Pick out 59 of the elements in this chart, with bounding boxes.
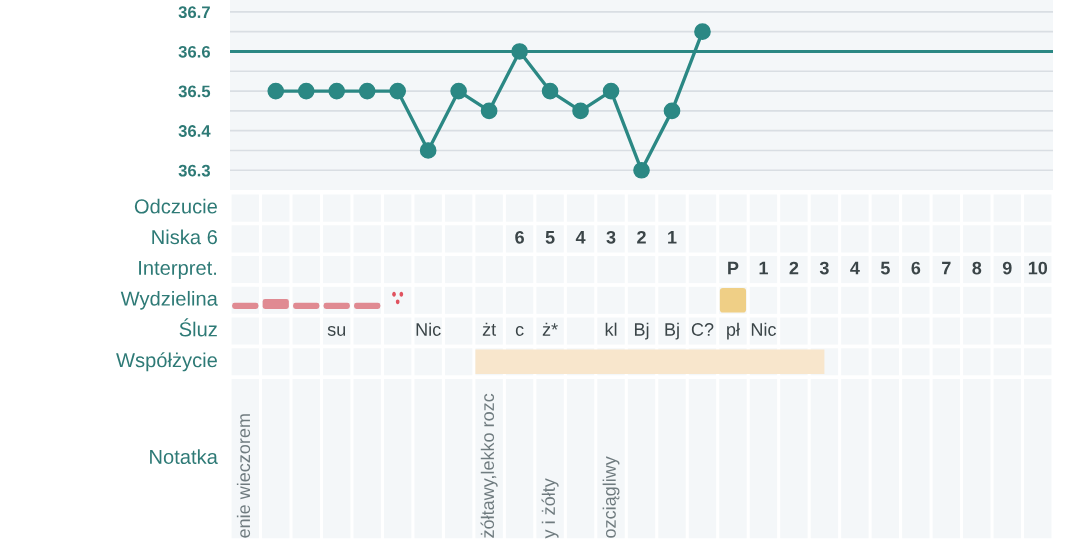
- point: [572, 102, 589, 120]
- text: ozciągliwy: [602, 456, 620, 538]
- text: 5: [880, 261, 890, 275]
- text: 3: [819, 261, 829, 275]
- text: C?: [691, 323, 714, 336]
- y-tick-label: 36.6: [178, 45, 210, 58]
- text: 4: [850, 261, 860, 275]
- y-tick-label: Odczucie: [134, 198, 217, 214]
- point: [450, 82, 467, 100]
- text: 6: [911, 261, 921, 275]
- text: c: [515, 326, 524, 336]
- text: 3: [606, 230, 616, 244]
- text: 1: [759, 261, 768, 275]
- y-tick-label: 36.5: [178, 85, 211, 98]
- text: pł: [727, 322, 740, 340]
- point: [633, 161, 650, 179]
- y-tick-label: 36.7: [178, 6, 210, 19]
- text: Nic: [751, 322, 776, 336]
- y-tick-label: Śluz: [179, 318, 217, 337]
- text: 5: [545, 231, 555, 244]
- text: 6: [515, 230, 524, 244]
- text: 1: [668, 231, 677, 244]
- text: Nic: [416, 322, 441, 336]
- text: Bj: [665, 322, 679, 340]
- y-tick-label: Współżycie: [116, 352, 217, 372]
- point: [602, 82, 620, 100]
- text: ż*: [542, 322, 558, 336]
- text: y i żółty: [541, 478, 559, 539]
- text: 2: [789, 261, 799, 275]
- text: żółtawy,lekko rozc: [480, 393, 498, 538]
- text: su: [327, 326, 346, 336]
- y-tick-label: Wydzielina: [120, 290, 218, 310]
- text: żt: [482, 322, 497, 336]
- y-tick-label: 36.4: [178, 125, 211, 137]
- point: [358, 82, 376, 100]
- text: 10: [1028, 261, 1048, 275]
- text: 2: [637, 230, 646, 244]
- text: 4: [575, 231, 586, 244]
- text: 9: [1002, 261, 1012, 275]
- point: [419, 142, 437, 159]
- point: [328, 82, 346, 100]
- text: 8: [972, 261, 982, 275]
- y-tick-label: Interpret.: [139, 260, 217, 279]
- text: enie wieczorem: [236, 414, 251, 538]
- point: [389, 82, 407, 100]
- point: [267, 82, 285, 100]
- point: [480, 102, 498, 120]
- text: P: [728, 261, 739, 275]
- text: kl: [605, 322, 617, 336]
- text: Bj: [634, 322, 649, 340]
- point: [511, 43, 528, 60]
- text: 7: [942, 261, 951, 275]
- point: [663, 102, 681, 120]
- y-tick-label: Notatka: [150, 449, 218, 464]
- point: [541, 82, 559, 100]
- y-tick-label: Niska 6: [152, 229, 217, 245]
- point: [297, 82, 315, 100]
- y-tick-label: 36.3: [178, 164, 210, 177]
- point: [694, 23, 711, 41]
